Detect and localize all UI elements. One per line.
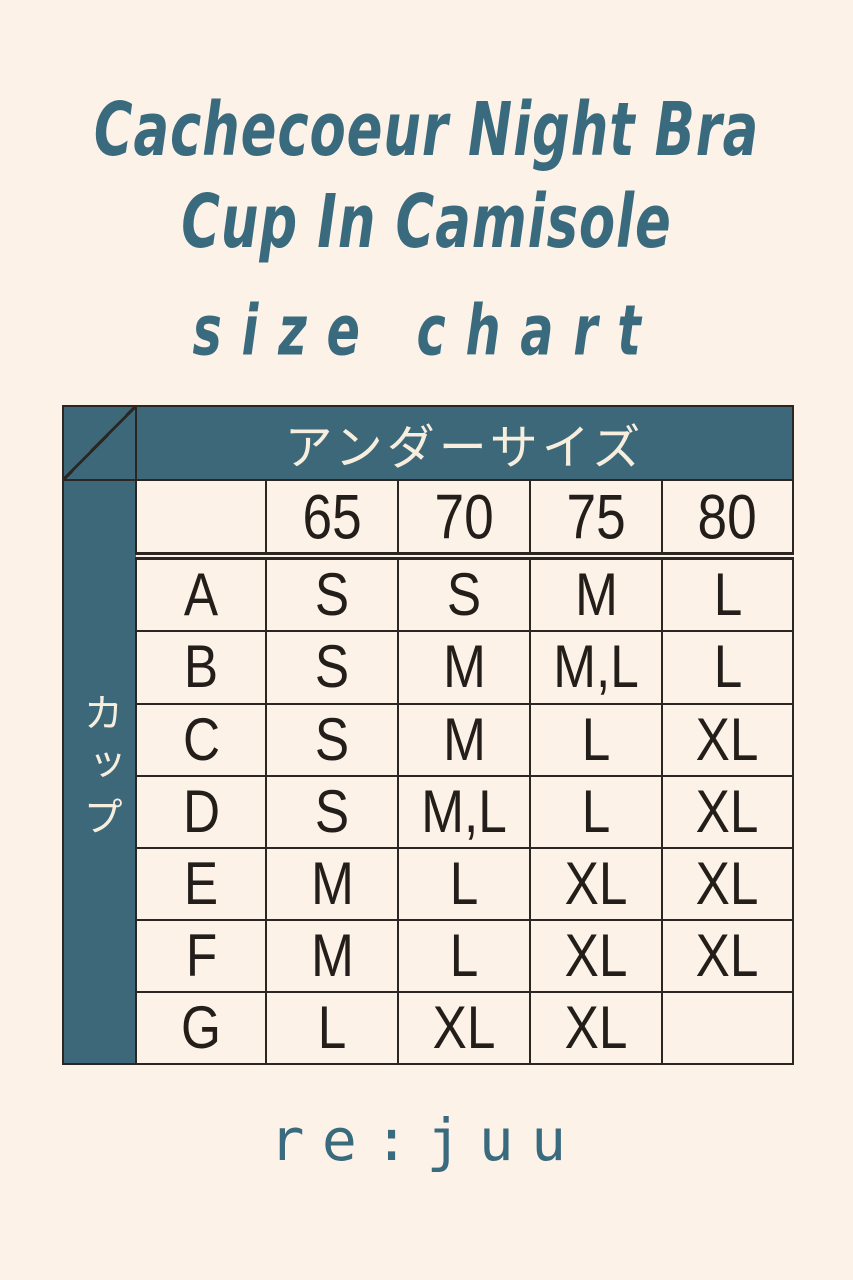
size-cell: S	[265, 774, 399, 849]
size-cell: M,L	[397, 774, 531, 849]
table-row-cup-c: C S M L XL	[63, 702, 795, 777]
size-cell: S	[397, 554, 531, 633]
size-cell: L	[660, 630, 795, 705]
column-header-75: 75	[529, 479, 663, 560]
table-row-cup-e: E M L XL XL	[63, 846, 795, 921]
cup-label: B	[135, 630, 267, 705]
column-header-80: 80	[660, 479, 795, 560]
cup-label: F	[135, 918, 267, 993]
column-header-65: 65	[265, 479, 399, 560]
table-row-cup-a: A S S M L	[63, 554, 795, 633]
blank-corner-cell	[135, 479, 267, 560]
table-row-cup-b: B S M M,L L	[63, 630, 795, 705]
cup-vertical-label: カップ	[76, 691, 123, 848]
size-cell: L	[529, 702, 663, 777]
size-cell: XL	[529, 990, 663, 1066]
title-line-3: size chart	[192, 291, 661, 372]
cup-label: C	[135, 702, 267, 777]
size-cell: XL	[660, 918, 795, 993]
cup-label: A	[135, 554, 267, 633]
cup-label: G	[135, 990, 267, 1066]
size-cell: XL	[660, 702, 795, 777]
column-header-row: カップ 65 70 75 80	[62, 479, 795, 1065]
size-cell: L	[660, 554, 795, 633]
size-cell: XL	[660, 774, 795, 849]
size-cell: L	[397, 846, 531, 921]
table-row-cup-d: D S M,L L XL	[63, 774, 795, 849]
cup-label: D	[135, 774, 267, 849]
size-cell: L	[397, 918, 531, 993]
size-cell: S	[265, 554, 399, 633]
size-cell: M	[265, 846, 399, 921]
column-header-70: 70	[397, 479, 531, 560]
size-cell: L	[265, 990, 399, 1066]
size-cell: XL	[660, 846, 795, 921]
page-title: Cachecoeur Night Bra Cup In Camisole siz…	[0, 84, 853, 378]
column-group-header-row: アンダーサイズ	[62, 405, 795, 481]
cup-label: E	[135, 846, 267, 921]
title-line-1: Cachecoeur Night Bra	[93, 86, 760, 174]
size-cell: M	[265, 918, 399, 993]
size-cell: XL	[529, 918, 663, 993]
table-row-cup-g: G L XL XL	[63, 990, 795, 1066]
size-cell: S	[265, 702, 399, 777]
size-cell: XL	[397, 990, 531, 1066]
size-cell: XL	[529, 846, 663, 921]
size-cell	[660, 990, 795, 1066]
size-cell: M	[529, 554, 663, 633]
size-cell: M	[397, 630, 531, 705]
under-size-group-header: アンダーサイズ	[134, 405, 795, 481]
size-cell: M	[397, 702, 531, 777]
diagonal-corner-cell	[62, 405, 137, 481]
size-cell: L	[529, 774, 663, 849]
cup-group-header: カップ	[62, 479, 137, 1065]
size-cell: S	[265, 630, 399, 705]
brand-logo: re:juu	[269, 1106, 584, 1174]
size-cell: M,L	[529, 630, 663, 705]
table-row-cup-f: F M L XL XL	[63, 918, 795, 993]
title-line-2: Cup In Camisole	[181, 178, 672, 266]
size-table: アンダーサイズ カップ 65 70 75 80 A S S M L B	[62, 405, 795, 1066]
